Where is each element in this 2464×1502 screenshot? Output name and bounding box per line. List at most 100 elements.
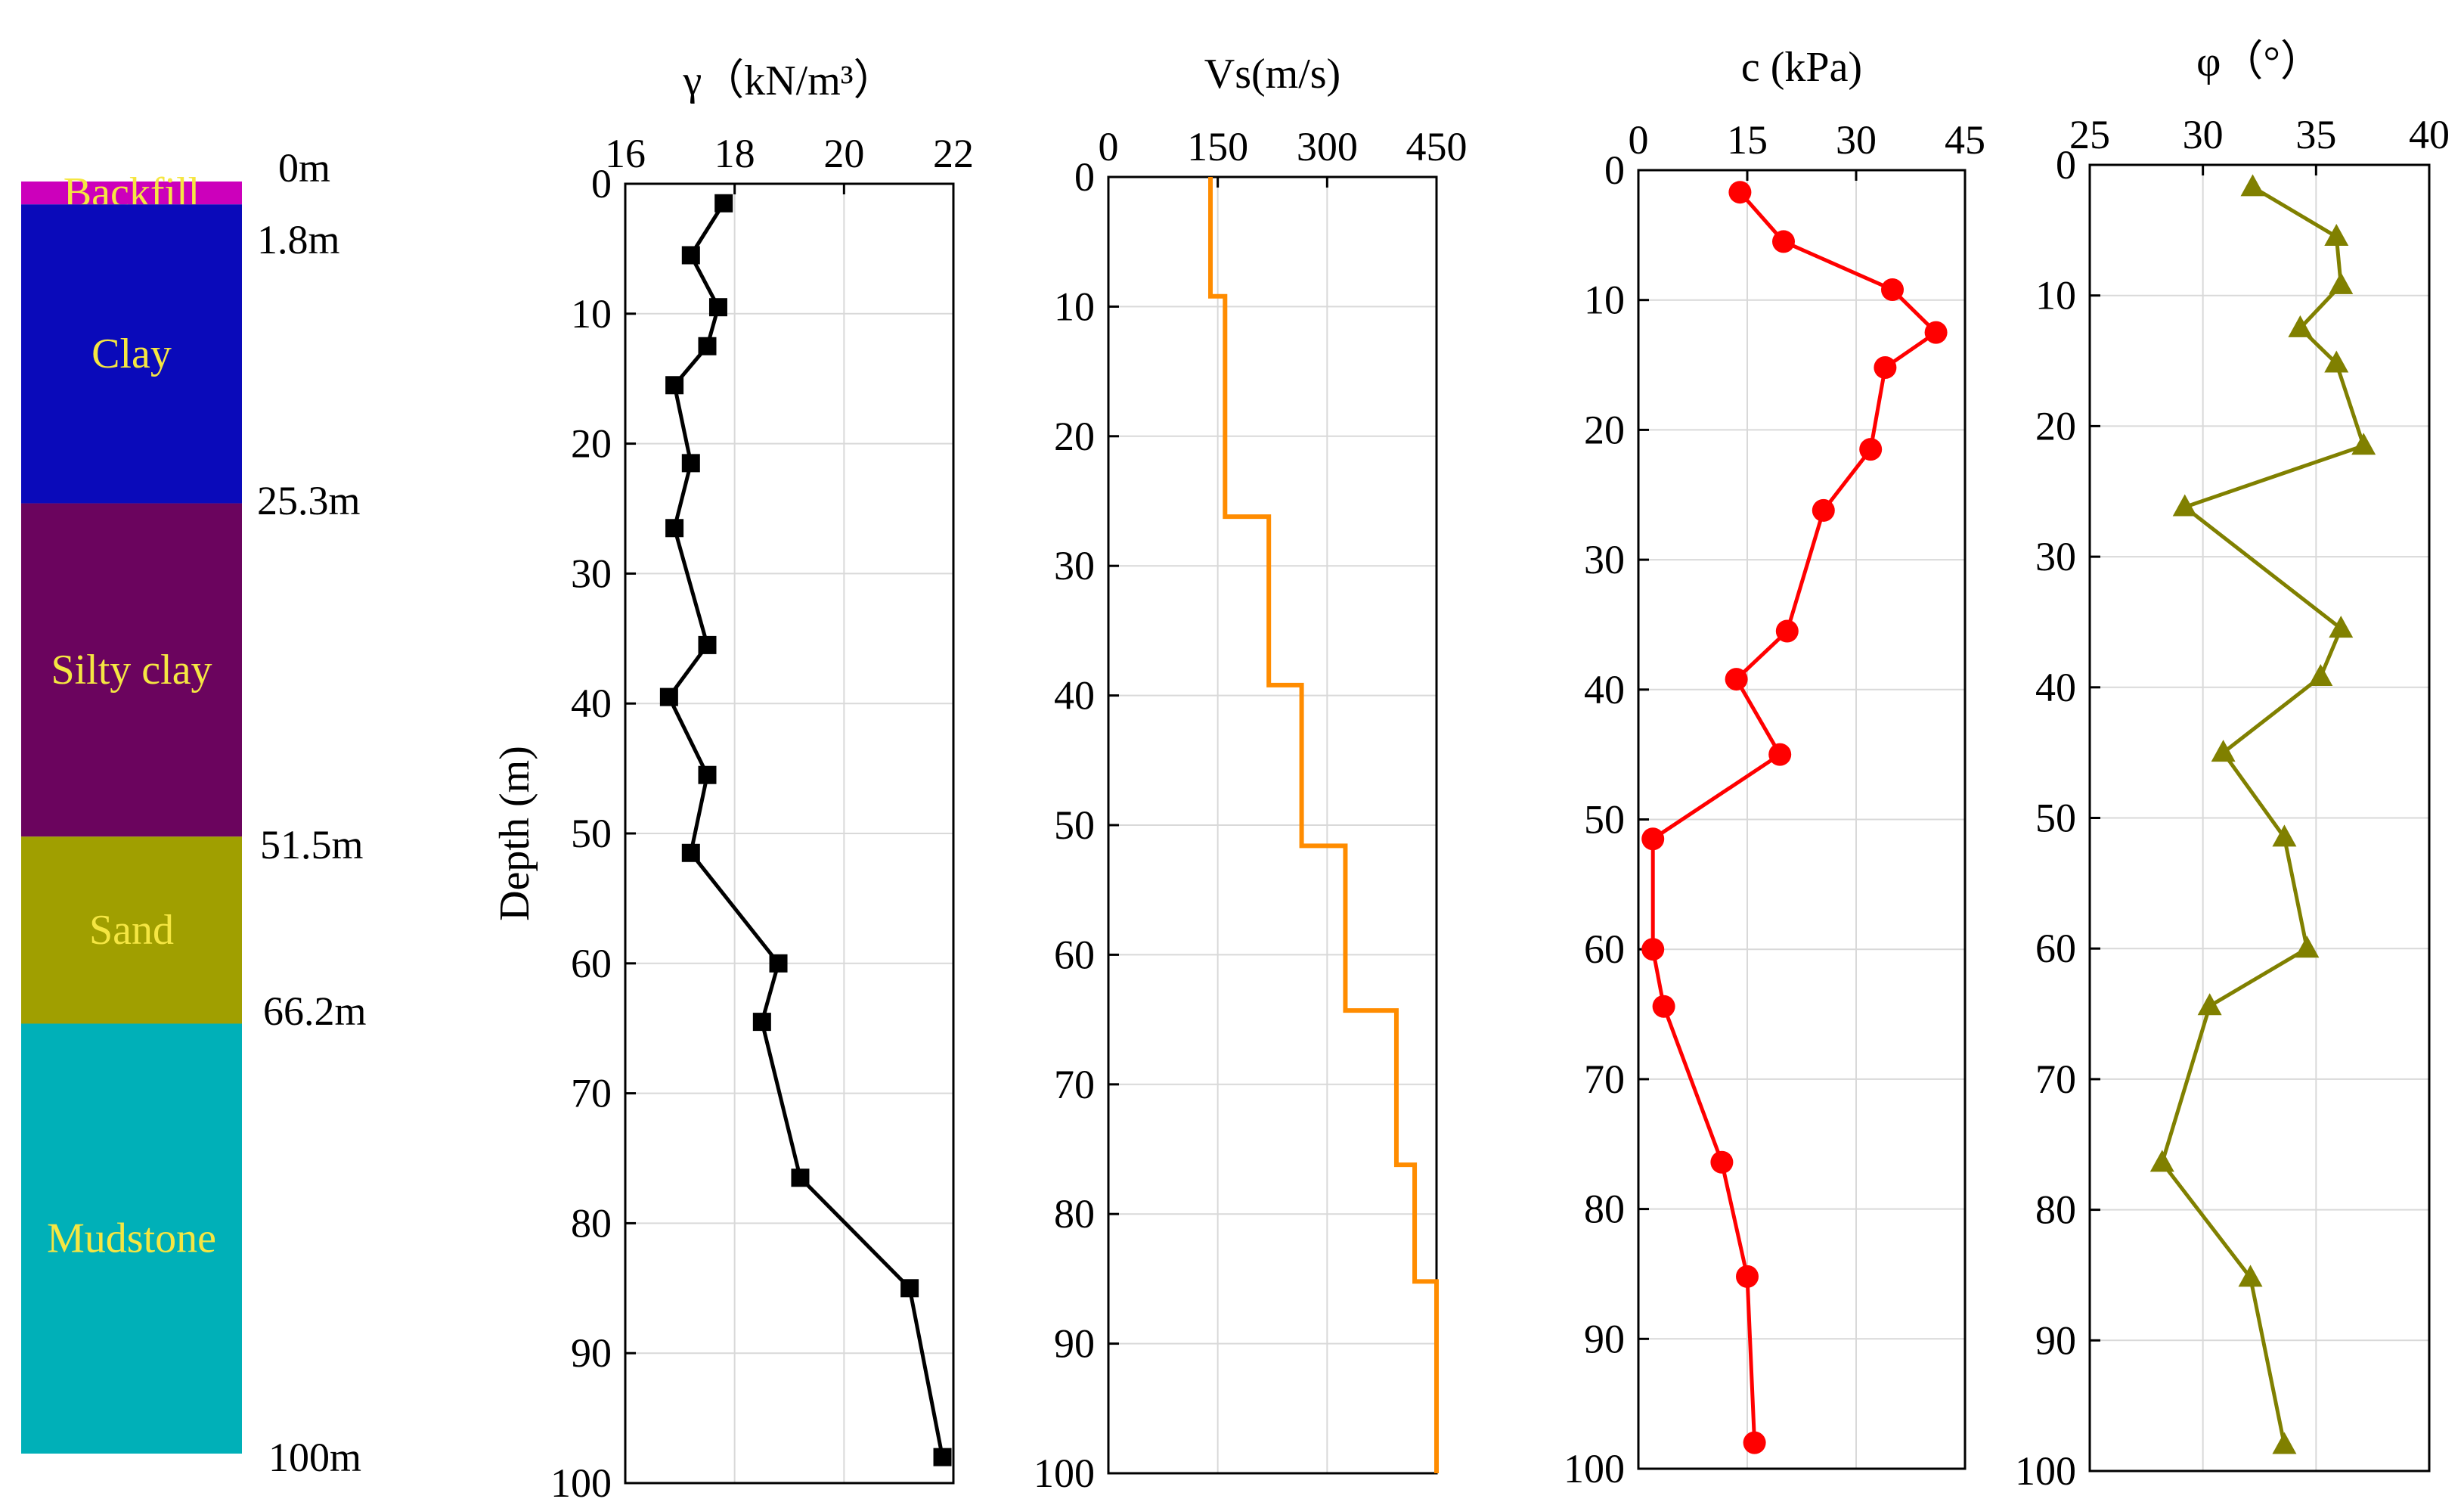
y-tick-label: 80 [571, 1200, 612, 1246]
data-point [752, 1013, 771, 1032]
y-tick-label: 30 [571, 551, 612, 596]
data-point [698, 337, 717, 355]
x-tick-label: 300 [1297, 124, 1358, 169]
y-tick-label: 90 [2035, 1317, 2076, 1363]
data-point [1772, 230, 1795, 253]
y-tick-label: 20 [1584, 407, 1625, 452]
y-tick-label: 20 [571, 421, 612, 467]
layer-sand [21, 836, 242, 1024]
y-tick-label: 20 [1054, 414, 1095, 459]
panel-1: 16 18 20 22 0 10 20 30 40 50 60 70 80 90 100 γ（kN/m³） De… [491, 57, 974, 1502]
layer-clay [21, 204, 242, 504]
data-point [1881, 278, 1904, 301]
depth-label: 100m [268, 1435, 361, 1480]
y-tick-label: 50 [1584, 797, 1625, 843]
y-tick-label: 30 [1584, 537, 1625, 582]
y-tick-label: 40 [1584, 667, 1625, 712]
layer-label: Mudstone [47, 1215, 216, 1262]
data-point [1728, 181, 1752, 204]
x-tick-label: 40 [2409, 112, 2450, 157]
data-point [2172, 494, 2197, 517]
series-line [1208, 177, 1439, 1473]
data-point [714, 194, 733, 213]
panel-4: 25 30 35 40 0 10 20 30 40 50 60 70 80 90 100 φ（°） [2015, 39, 2450, 1494]
data-point [2324, 350, 2349, 373]
axis-title: γ（kN/m³） [682, 57, 895, 104]
data-point [698, 635, 717, 654]
y-tick-label: 10 [571, 291, 612, 337]
y-tick-label: 0 [2056, 142, 2076, 188]
data-point [933, 1448, 952, 1466]
depth-label: 51.5m [260, 822, 364, 867]
panel-2: 0 150 300 450 0 10 20 30 40 50 60 70 80 90 100 Vs(m/s) [1034, 51, 1468, 1496]
y-tick-label: 90 [571, 1330, 612, 1376]
y-tick-label: 100 [550, 1460, 612, 1502]
data-point [659, 687, 678, 706]
x-tick-label: 16 [605, 131, 646, 176]
x-tick-label: 15 [1727, 117, 1768, 163]
y-tick-label: 70 [1054, 1062, 1095, 1107]
data-point [2351, 433, 2376, 455]
x-tick-label: 0 [1099, 124, 1119, 169]
x-tick-label: 25 [2069, 112, 2110, 157]
series-line [1650, 191, 1939, 1443]
data-point [1812, 498, 1835, 522]
axis-title: φ（°） [2196, 39, 2323, 85]
data-point [769, 954, 788, 973]
y-tick-label: 60 [2035, 926, 2076, 971]
y-tick-label: 30 [2035, 534, 2076, 579]
data-point [665, 376, 684, 395]
y-tick-label: 80 [2035, 1187, 2076, 1233]
x-tick-label: 45 [1945, 117, 1985, 163]
y-tick-label: 50 [1054, 802, 1095, 848]
y-tick-label: 10 [1054, 284, 1095, 329]
data-point [2238, 1265, 2263, 1287]
data-point [681, 454, 700, 473]
data-point [681, 843, 700, 862]
data-point [2288, 315, 2313, 337]
y-axis-label: Depth (m) [491, 746, 538, 921]
axis-title: c (kPa) [1741, 44, 1862, 91]
x-tick-label: 22 [933, 131, 974, 176]
x-tick-label: 0 [1629, 117, 1649, 163]
y-tick-label: 30 [1054, 543, 1095, 588]
y-tick-label: 10 [2035, 273, 2076, 318]
y-tick-label: 50 [571, 811, 612, 856]
data-point [665, 519, 684, 538]
data-point [1874, 355, 1897, 379]
data-point [1641, 938, 1665, 961]
data-point [2197, 993, 2222, 1016]
data-point [1775, 619, 1799, 643]
data-point [900, 1279, 919, 1298]
data-point [1725, 668, 1748, 691]
data-point [1768, 743, 1792, 766]
data-point [2211, 740, 2236, 762]
y-tick-label: 20 [2035, 403, 2076, 448]
x-tick-label: 30 [2183, 112, 2224, 157]
data-point [1859, 438, 1883, 461]
layer-silty-clay [21, 503, 242, 837]
x-tick-label: 450 [1406, 124, 1468, 169]
layer-backfill [21, 182, 242, 205]
y-tick-label: 60 [1584, 926, 1625, 972]
depth-label: 25.3m [257, 478, 361, 523]
y-tick-label: 90 [1584, 1316, 1625, 1361]
layer-mudstone [21, 1023, 242, 1454]
x-tick-label: 18 [714, 131, 755, 176]
series-line [666, 202, 944, 1458]
y-tick-label: 100 [2015, 1448, 2076, 1494]
data-point [1652, 995, 1675, 1018]
y-tick-label: 80 [1584, 1187, 1625, 1232]
data-point [2295, 936, 2320, 958]
y-tick-label: 40 [2035, 665, 2076, 710]
data-point [708, 298, 727, 317]
layer-label: Sand [89, 907, 174, 954]
data-point [2329, 616, 2354, 638]
x-tick-label: 150 [1187, 124, 1248, 169]
x-tick-label: 35 [2295, 112, 2336, 157]
depth-label: 1.8m [257, 217, 340, 262]
series-line [2160, 185, 2366, 1445]
data-point [698, 765, 717, 784]
